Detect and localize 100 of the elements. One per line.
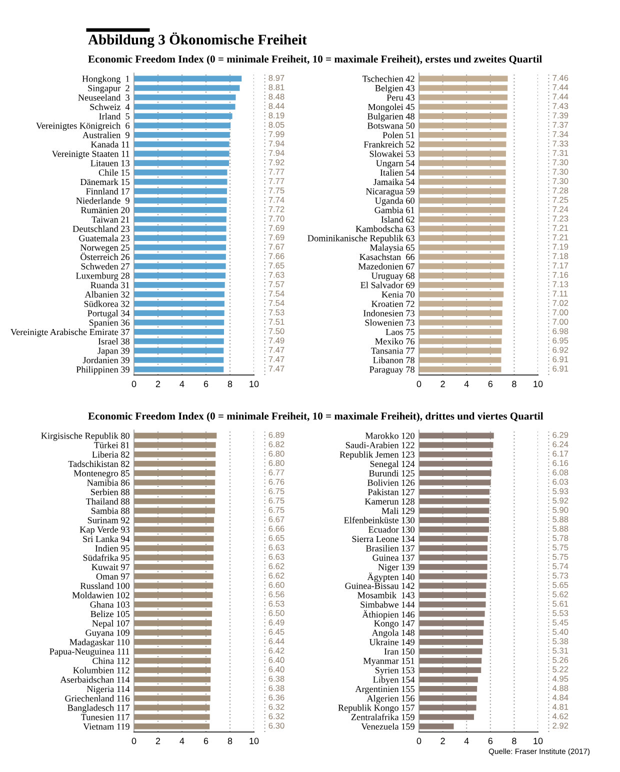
y-tick-label: Russland 100	[80, 582, 130, 589]
x-tick-label: 6	[488, 380, 493, 388]
y-tick-label: Kroatien 72	[372, 300, 414, 307]
data-label: 7.24	[552, 206, 568, 212]
bar	[134, 658, 211, 664]
bar	[134, 508, 215, 514]
bar	[419, 714, 474, 720]
y-tick-label: Taiwan 21	[92, 216, 130, 223]
data-label: 7.99	[268, 131, 284, 138]
data-label: 8.48	[268, 94, 284, 100]
data-label: 7.49	[268, 338, 284, 344]
bar	[134, 536, 214, 542]
data-label: 7.57	[268, 281, 284, 288]
y-tick-label: Indien 95	[95, 544, 130, 552]
x-tick-label: 0	[132, 380, 136, 388]
data-label: 6.45	[268, 628, 284, 635]
data-label: 7.77	[268, 178, 284, 184]
data-label: 6.24	[552, 441, 568, 448]
bar	[134, 132, 230, 138]
bar	[419, 226, 505, 232]
bar	[134, 141, 230, 148]
bar	[419, 122, 507, 128]
data-label: 7.37	[552, 122, 568, 128]
y-tick-label: Bolivien 126	[367, 479, 415, 486]
data-label: 6.80	[268, 450, 284, 457]
y-tick-label: Südafrika 95	[83, 554, 130, 561]
y-tick-label: Norwegen 25	[80, 244, 130, 253]
data-label: 5.74	[552, 563, 568, 570]
bar	[419, 554, 488, 560]
data-label: 5.73	[552, 572, 568, 579]
bar	[134, 460, 216, 467]
bar	[134, 338, 224, 344]
data-label: 7.54	[268, 300, 284, 306]
bar	[134, 85, 240, 91]
data-label: 5.62	[552, 591, 568, 598]
y-tick-label: Sambia 88	[91, 507, 130, 514]
y-tick-label: Namibia 86	[87, 479, 130, 486]
data-label: 7.02	[552, 300, 568, 306]
y-tick-label: Burundi 125	[369, 470, 414, 476]
bar	[419, 263, 504, 270]
data-label: 7.94	[268, 150, 284, 156]
y-tick-label: Slowenien 73	[365, 319, 414, 326]
y-tick-label: Guinea-Bissau 142	[345, 582, 414, 589]
bar	[134, 320, 224, 326]
y-tick-label: Südkorea 32	[84, 300, 130, 307]
bar	[134, 667, 211, 674]
data-label: 7.44	[552, 94, 568, 100]
bar	[419, 348, 502, 354]
y-tick-label: Kirgisische Republik 80	[41, 432, 130, 441]
y-tick-label: Serbien 88	[90, 488, 130, 496]
x-tick-label: 8	[228, 380, 232, 388]
data-label: 7.70	[268, 216, 284, 222]
y-tick-label: Rumänien 20	[80, 207, 130, 214]
bar	[134, 676, 211, 682]
bar	[419, 141, 506, 148]
y-tick-label: Portugal 34	[88, 310, 130, 318]
x-tick-label: 8	[512, 380, 516, 388]
bar	[419, 610, 485, 617]
bar	[134, 170, 228, 176]
y-tick-label: Marokko 120	[365, 432, 414, 439]
data-label: 7.69	[268, 225, 284, 231]
data-label: 8.19	[268, 112, 284, 118]
y-tick-label: Senegal 124	[370, 460, 415, 469]
bar	[419, 300, 503, 307]
bar	[419, 85, 508, 91]
bar	[419, 639, 484, 645]
bar	[419, 432, 494, 439]
data-label: 5.65	[552, 582, 568, 588]
data-label: 6.89	[268, 432, 284, 438]
y-tick-label: Kambodscha 63	[356, 226, 414, 232]
data-label: 6.32	[268, 704, 284, 710]
y-tick-label: Brasilien 137	[366, 544, 415, 552]
y-tick-label: Madagaskar 110	[70, 638, 130, 648]
bar	[134, 291, 224, 298]
data-label: 7.18	[552, 253, 568, 260]
data-label: 6.36	[268, 694, 284, 700]
y-tick-label: Mosambik 143	[358, 592, 414, 598]
y-tick-label: Ägypten 140	[367, 572, 414, 582]
data-label: 6.62	[268, 572, 284, 579]
y-tick-label: Niger 139	[378, 564, 414, 572]
bar	[134, 620, 212, 626]
y-tick-label: Dänemark 15	[80, 178, 130, 186]
y-tick-label: Ecuador 130	[368, 526, 414, 533]
bar	[419, 291, 504, 298]
y-tick-label: Niederlande 9	[76, 197, 130, 204]
bar	[419, 216, 506, 222]
bar	[134, 686, 211, 692]
x-tick-label: 2	[156, 738, 160, 744]
y-tick-label: Island 62	[381, 216, 414, 223]
bar	[419, 328, 502, 335]
y-tick-label: Moldawien 102	[72, 592, 130, 598]
bar	[134, 263, 226, 270]
y-tick-label: Kuwait 97	[92, 564, 130, 570]
bar	[134, 488, 215, 495]
data-label: 5.78	[552, 535, 568, 542]
bar	[134, 198, 227, 204]
y-tick-label: Singapur 2	[88, 85, 130, 94]
data-label: 6.63	[268, 554, 284, 560]
data-label: 7.92	[268, 159, 284, 166]
bar	[419, 170, 506, 176]
